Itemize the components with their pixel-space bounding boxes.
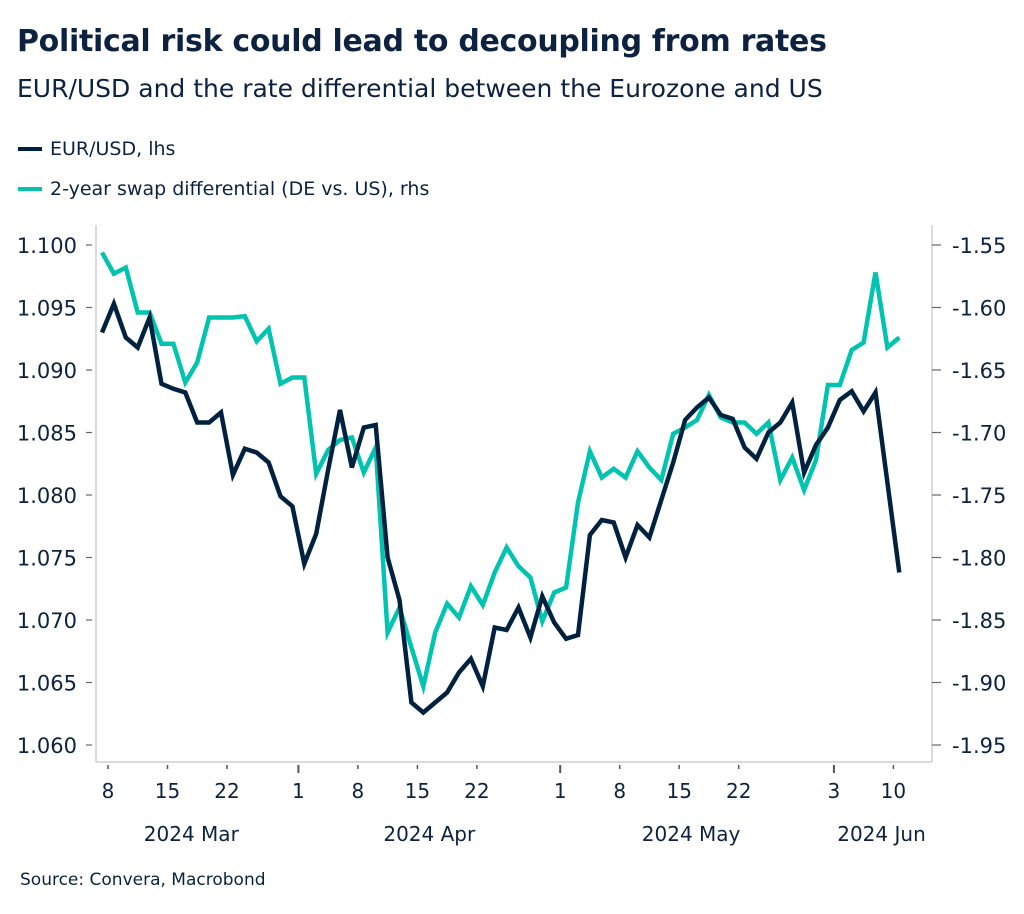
y-left-tick-label: 1.085 (17, 422, 77, 446)
x-tick-label: 22 (464, 779, 489, 803)
y-left-tick-label: 1.090 (17, 359, 77, 383)
y-right-tick-label: -1.65 (952, 359, 1006, 383)
y-left-tick-label: 1.080 (17, 484, 77, 508)
chart-title: Political risk could lead to decoupling … (17, 24, 827, 59)
x-month-label: 2024 Mar (144, 822, 240, 846)
x-tick-label: 15 (155, 779, 180, 803)
legend-label-swap: 2-year swap differential (DE vs. US), rh… (50, 178, 430, 200)
chart-subtitle: EUR/USD and the rate differential betwee… (17, 74, 823, 103)
y-left-tick-label: 1.060 (17, 734, 77, 758)
y-right-tick-label: -1.80 (952, 547, 1006, 571)
x-tick-label: 22 (214, 779, 239, 803)
x-tick-label: 8 (102, 779, 115, 803)
y-right-tick-label: -1.55 (952, 234, 1006, 258)
x-tick-label: 10 (881, 779, 906, 803)
y-right-tick-label: -1.95 (952, 734, 1006, 758)
legend-item-swap: 2-year swap differential (DE vs. US), rh… (18, 178, 429, 200)
y-right-tick-label: -1.70 (952, 422, 1006, 446)
legend-item-eurusd: EUR/USD, lhs (18, 138, 175, 160)
x-tick-label: 1 (554, 779, 567, 803)
x-tick-label: 3 (828, 779, 841, 803)
y-left-tick-label: 1.065 (17, 672, 77, 696)
x-month-label: 2024 May (642, 822, 741, 846)
y-right-tick-label: -1.75 (952, 484, 1006, 508)
source-note: Source: Convera, Macrobond (20, 870, 266, 890)
x-tick-label: 8 (352, 779, 365, 803)
y-right-tick-label: -1.60 (952, 297, 1006, 321)
x-tick-label: 22 (726, 779, 751, 803)
y-left-tick-label: 1.070 (17, 609, 77, 633)
legend-swatch-swap (18, 187, 42, 191)
x-month-label: 2024 Jun (837, 822, 926, 846)
series-line-swap-differential (100, 251, 901, 696)
x-month-label: 2024 Apr (383, 822, 476, 846)
legend-label-eurusd: EUR/USD, lhs (50, 138, 176, 160)
y-right-tick-label: -1.85 (952, 609, 1006, 633)
x-tick-label: 15 (666, 779, 691, 803)
series-line-eurusd (99, 297, 902, 716)
x-tick-label: 15 (405, 779, 430, 803)
y-right-tick-label: -1.90 (952, 672, 1006, 696)
y-left-tick-label: 1.095 (17, 297, 77, 321)
x-tick-label: 1 (292, 779, 305, 803)
y-left-tick-label: 1.075 (17, 547, 77, 571)
legend-swatch-eurusd (18, 147, 42, 151)
x-tick-label: 8 (613, 779, 626, 803)
y-left-tick-label: 1.100 (17, 234, 77, 258)
